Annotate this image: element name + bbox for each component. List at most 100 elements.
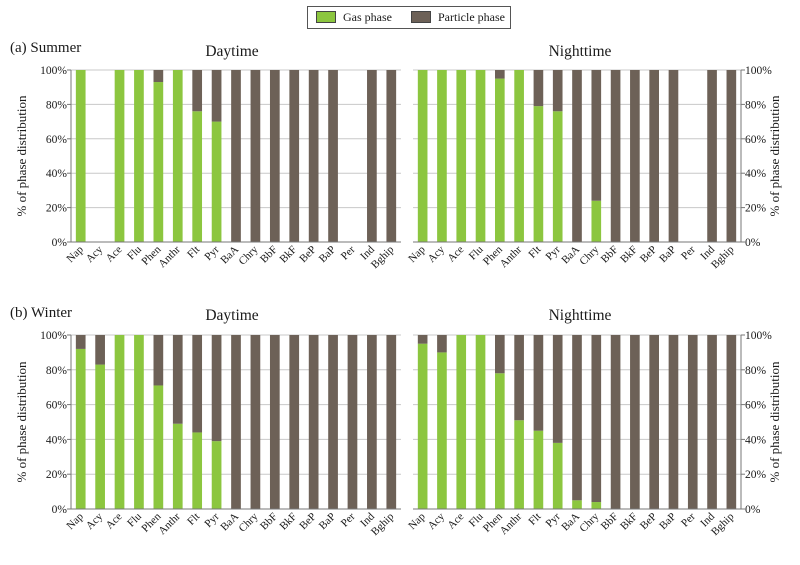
bar-particle-BeP xyxy=(649,335,659,509)
bar-particle-Phen xyxy=(153,70,164,83)
y-tick-label: 20% xyxy=(745,203,767,215)
bar-particle-BeP xyxy=(308,335,319,509)
bar-particle-Pyr xyxy=(211,70,222,122)
bar-particle-Pyr xyxy=(552,335,563,443)
bar-particle-Per xyxy=(347,335,358,509)
chart-title-winter-day: Daytime xyxy=(205,307,259,324)
y-tick-label: 20% xyxy=(46,203,68,215)
bar-gas-Phen xyxy=(495,78,505,242)
bar-gas-Anthr xyxy=(172,423,183,509)
y-tick-label: 100% xyxy=(40,65,67,77)
y-tick-label: 0% xyxy=(745,237,761,249)
bar-gas-Chry xyxy=(591,502,602,509)
bar-gas-Flt xyxy=(533,106,544,243)
bar-particle-BaP xyxy=(668,335,679,509)
y-tick-label: 40% xyxy=(745,434,767,446)
y-tick-label: 20% xyxy=(46,469,68,481)
bar-particle-Anthr xyxy=(514,335,524,421)
category-label: BaA xyxy=(559,244,582,267)
bar-particle-Bghip xyxy=(726,335,737,509)
bar-particle-BaA xyxy=(231,70,241,242)
bar-gas-Flt xyxy=(533,430,544,509)
category-label: Bghip xyxy=(709,510,737,538)
y-tick-label: 60% xyxy=(745,400,767,412)
category-label: BkF xyxy=(277,511,299,533)
panel-label-winter: (b) Winter xyxy=(10,305,73,321)
category-label: BaA xyxy=(218,244,241,267)
y-tick-label: 60% xyxy=(46,134,68,146)
category-label: BeP xyxy=(638,511,659,532)
y-axis-label: % of phase distribution xyxy=(767,361,782,482)
category-label: BaP xyxy=(657,511,678,532)
bar-particle-Pyr xyxy=(211,335,222,442)
category-label: BaP xyxy=(317,244,338,265)
category-label: Ace xyxy=(445,511,466,532)
category-label: Chry xyxy=(236,243,260,267)
y-tick-label: 40% xyxy=(46,168,68,180)
chart-title-summer-day: Daytime xyxy=(205,43,259,60)
bar-particle-BaA xyxy=(572,70,582,242)
bar-gas-Nap xyxy=(75,348,86,509)
bar-particle-Nap xyxy=(75,335,86,349)
bar-particle-Phen xyxy=(495,70,505,79)
category-label: Nap xyxy=(406,510,428,532)
bar-particle-Anthr xyxy=(172,335,183,424)
y-axis-label: % of phase distribution xyxy=(767,95,782,216)
bar-particle-Bghip xyxy=(386,335,397,509)
category-label: BeP xyxy=(297,511,318,532)
bar-gas-Acy xyxy=(437,70,447,242)
y-tick-label: 0% xyxy=(52,237,68,249)
bar-particle-Ind xyxy=(707,70,717,242)
category-label: Per xyxy=(679,510,698,529)
bar-gas-Ace xyxy=(456,70,467,242)
bar-gas-Phen xyxy=(153,385,164,509)
bar-particle-Chry xyxy=(250,70,261,242)
bar-gas-Anthr xyxy=(172,70,183,242)
bar-particle-BbF xyxy=(269,70,280,242)
bar-particle-Per xyxy=(687,335,698,509)
category-label: Per xyxy=(339,243,358,262)
category-label: Chry xyxy=(577,243,601,267)
category-label: BbF xyxy=(599,244,621,266)
bar-particle-BkF xyxy=(630,335,640,509)
y-tick-label: 60% xyxy=(745,134,767,146)
category-label: Acy xyxy=(84,510,106,532)
bar-gas-Pyr xyxy=(552,111,563,242)
y-tick-label: 40% xyxy=(745,168,767,180)
category-label: Nap xyxy=(64,510,86,532)
bar-particle-Bghip xyxy=(386,70,397,242)
chart-legend: Gas phase Particle phase xyxy=(307,6,511,29)
legend-swatch-gas xyxy=(316,11,336,23)
category-label: Anthr xyxy=(498,243,525,270)
y-tick-label: 80% xyxy=(745,365,767,377)
bar-gas-Anthr xyxy=(514,420,524,509)
bar-particle-Chry xyxy=(250,335,261,509)
bar-gas-Phen xyxy=(153,82,164,242)
y-tick-label: 80% xyxy=(46,365,68,377)
category-label: Anthr xyxy=(156,243,183,270)
bar-particle-Ind xyxy=(367,70,377,242)
category-label: Ace xyxy=(104,511,125,532)
bar-particle-BkF xyxy=(630,70,640,242)
bar-gas-Flt xyxy=(192,432,203,509)
bar-particle-Phen xyxy=(495,335,505,374)
category-label: Pyr xyxy=(202,243,222,263)
category-label: BkF xyxy=(277,244,299,266)
y-tick-label: 0% xyxy=(745,504,761,516)
category-label: Per xyxy=(679,243,698,262)
category-label: BkF xyxy=(618,244,640,266)
bar-particle-Pyr xyxy=(552,70,563,112)
category-label: Acy xyxy=(84,243,106,265)
bar-gas-Pyr xyxy=(211,441,222,509)
bar-gas-BaA xyxy=(572,500,582,509)
bar-particle-BaA xyxy=(231,335,241,509)
bar-particle-Acy xyxy=(437,335,447,353)
bar-particle-BbF xyxy=(269,335,280,509)
category-label: BeP xyxy=(638,244,659,265)
bar-gas-Pyr xyxy=(211,121,222,242)
category-label: Flt xyxy=(526,244,543,261)
y-tick-label: 100% xyxy=(745,65,772,77)
bar-gas-Flu xyxy=(134,335,144,509)
bar-gas-Flu xyxy=(475,335,486,509)
